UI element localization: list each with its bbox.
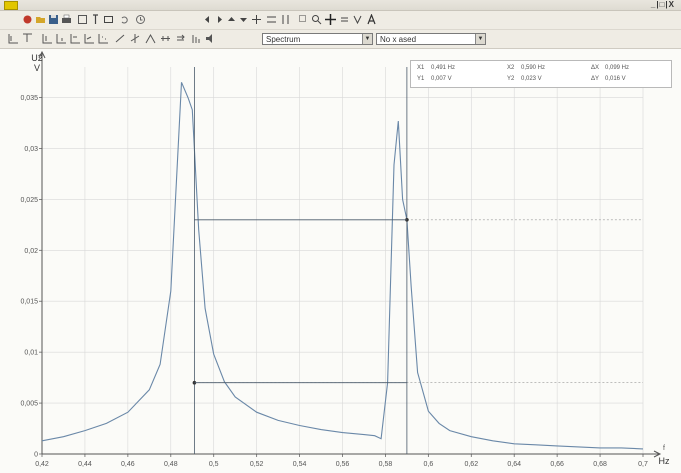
- y1-value: 0,007 V: [431, 76, 452, 82]
- x-tick-label: 0,56: [336, 461, 350, 468]
- x-axis-arrow: [653, 450, 662, 458]
- x-axis-value: No x ased: [380, 35, 417, 44]
- y-tick-label: 0,005: [20, 401, 38, 408]
- print-icon[interactable]: [61, 14, 72, 25]
- measure-icon[interactable]: [352, 14, 363, 25]
- x2-label: X2: [507, 65, 515, 71]
- y-tick-label: 0: [34, 452, 38, 459]
- cursor-readout-panel: X1 0,491 Hz X2 0,590 Hz ΔX 0,099 Hz Y1 0…: [410, 60, 672, 88]
- save-icon[interactable]: [48, 14, 59, 25]
- peak-icon[interactable]: [145, 33, 156, 44]
- x-tick-label: 0,54: [293, 461, 307, 468]
- fit-y-icon[interactable]: [280, 14, 291, 25]
- open-folder-icon[interactable]: [35, 14, 46, 25]
- window-icon[interactable]: [77, 14, 88, 25]
- x-tick-label: 0,5: [209, 461, 219, 468]
- y-tick-label: 0,035: [20, 95, 38, 102]
- x-tick-label: 0,6: [423, 461, 433, 468]
- slope-icon[interactable]: [115, 33, 126, 44]
- x-tick-label: 0,44: [78, 461, 92, 468]
- x-tick-label: 0,42: [35, 461, 49, 468]
- y-tick-label: 0,025: [20, 197, 38, 204]
- x-tick-label: 0,64: [507, 461, 521, 468]
- chevron-down-icon: ▼: [362, 34, 372, 44]
- x-tick-label: 0,68: [593, 461, 607, 468]
- y-axis-unit: V: [34, 63, 40, 73]
- crosshair-icon[interactable]: [325, 14, 336, 25]
- x-tick-label: 0,62: [464, 461, 478, 468]
- rectangle-icon[interactable]: [103, 14, 114, 25]
- clock-icon[interactable]: [135, 14, 146, 25]
- spectrum-line: [41, 82, 644, 450]
- x1-value: 0,491 Hz: [431, 65, 456, 71]
- display-mode-value: Spectrum: [266, 35, 301, 44]
- title-bar: _|□|X: [0, 0, 681, 11]
- x-tick-label: 0,66: [550, 461, 564, 468]
- y-axis-label: U2: [31, 53, 43, 63]
- speaker-icon[interactable]: [205, 33, 216, 44]
- text-tool-icon[interactable]: [90, 14, 101, 25]
- x-tick-label: 0,58: [379, 461, 393, 468]
- chart-axis-5-icon[interactable]: [98, 33, 109, 44]
- analysis-toolbar: Spectrum ▼ No x ased ▼: [0, 30, 681, 49]
- display-mode-select[interactable]: Spectrum ▼: [262, 33, 373, 45]
- dy-label: ΔY: [591, 76, 600, 82]
- swap-icon[interactable]: [175, 33, 186, 44]
- dy-value: 0,016 V: [605, 76, 626, 82]
- y-axis-arrow: [38, 50, 46, 59]
- record-icon[interactable]: [22, 14, 33, 25]
- y-tick-label: 0,02: [24, 248, 38, 255]
- dx-value: 0,099 Hz: [605, 65, 630, 71]
- fit-icon[interactable]: [266, 14, 277, 25]
- chart-axis-2-icon[interactable]: [56, 33, 67, 44]
- y2-label: Y2: [507, 76, 515, 82]
- chart-axis-4-icon[interactable]: [84, 33, 95, 44]
- dx-label: ΔX: [591, 65, 600, 71]
- arrow-down-icon[interactable]: [238, 14, 249, 25]
- move-icon[interactable]: [251, 14, 262, 25]
- y-tick-label: 0,015: [20, 299, 38, 306]
- cursor-2-point[interactable]: [405, 217, 409, 222]
- align-top-icon[interactable]: [22, 33, 33, 44]
- arrow-left-icon[interactable]: [202, 14, 213, 25]
- range-icon[interactable]: [160, 33, 171, 44]
- spectrum-chart[interactable]: 0,42 0,44 0,46 0,48 0,5 0,52 0,54 0,56 0,58 0,6 0,…: [0, 49, 681, 473]
- align-left-icon[interactable]: [8, 33, 19, 44]
- window-controls[interactable]: _|□|X: [650, 0, 675, 9]
- arrow-right-icon[interactable]: [214, 14, 225, 25]
- label-icon[interactable]: [366, 14, 377, 25]
- x-axis-unit: Hz: [659, 456, 670, 466]
- undo-icon[interactable]: [119, 14, 130, 25]
- app-icon: [4, 1, 18, 10]
- plot-area[interactable]: [0, 49, 681, 473]
- arrow-up-icon[interactable]: [226, 14, 237, 25]
- bars-icon[interactable]: [190, 33, 201, 44]
- x-tick-label: 0,7: [638, 461, 648, 468]
- chevron-down-icon: ▼: [475, 34, 485, 44]
- x-tick-label: 0,52: [250, 461, 264, 468]
- y-tick-label: 0,03: [24, 146, 38, 153]
- x-tick-label: 0,48: [164, 461, 178, 468]
- tangent-icon[interactable]: [130, 33, 141, 44]
- x-axis-label: f: [663, 445, 665, 452]
- chart-axis-3-icon[interactable]: [70, 33, 81, 44]
- y-tick-label: 0,01: [24, 350, 38, 357]
- main-toolbar: [0, 11, 681, 30]
- y2-value: 0,023 V: [521, 76, 542, 82]
- chart-axis-1-icon[interactable]: [42, 33, 53, 44]
- equals-icon[interactable]: [339, 14, 350, 25]
- select-icon[interactable]: [298, 14, 309, 25]
- x-axis-select[interactable]: No x ased ▼: [376, 33, 486, 45]
- x1-label: X1: [417, 65, 425, 71]
- x-tick-label: 0,46: [121, 461, 135, 468]
- x2-value: 0,590 Hz: [521, 65, 546, 71]
- zoom-icon[interactable]: [311, 14, 322, 25]
- y1-label: Y1: [417, 76, 425, 82]
